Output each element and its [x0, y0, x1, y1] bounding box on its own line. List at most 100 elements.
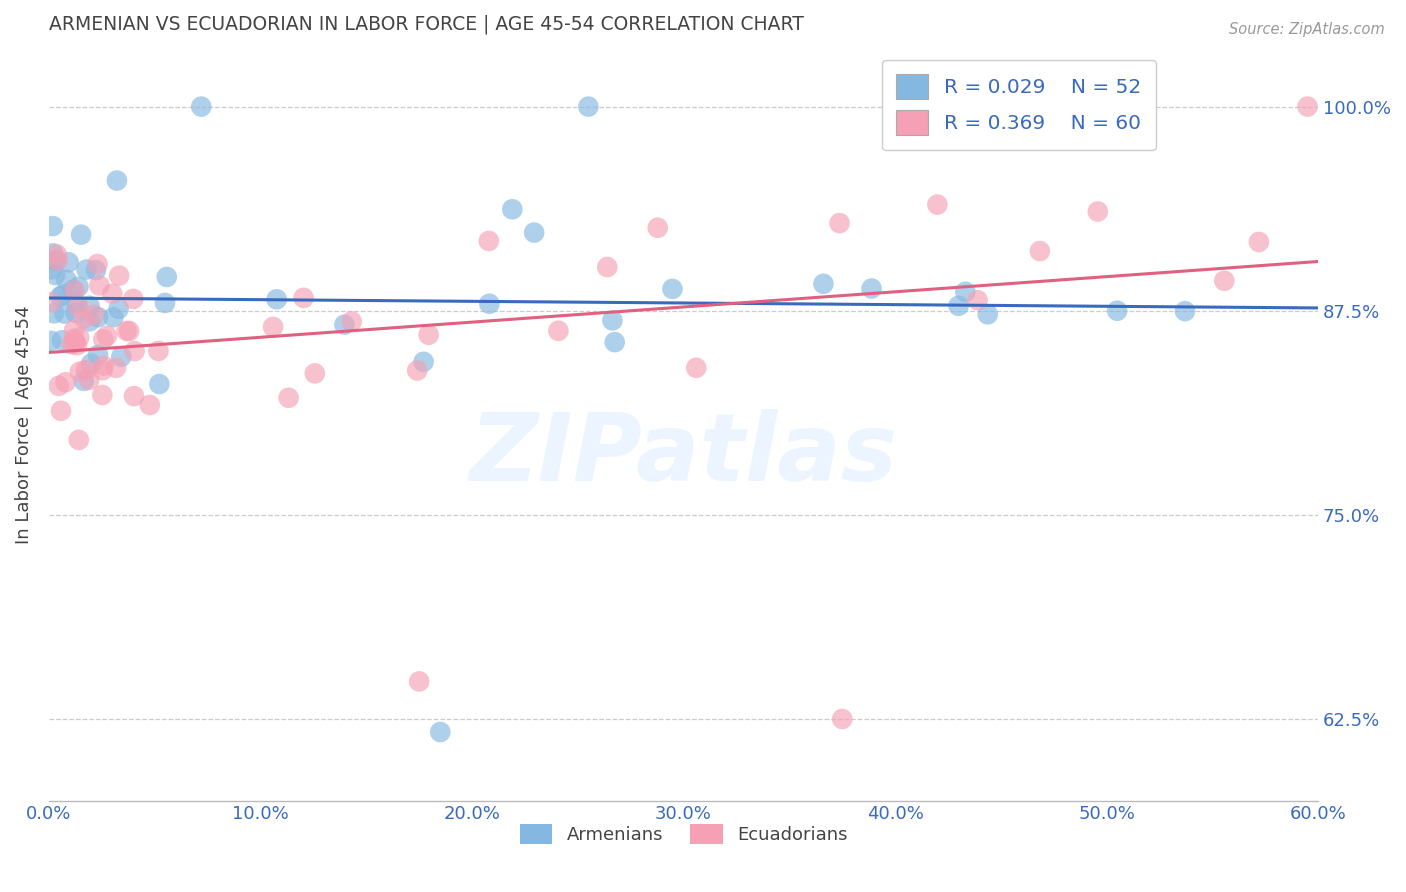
- Point: [340, 314, 363, 328]
- Point: [948, 299, 970, 313]
- Point: [333, 318, 356, 332]
- Point: [83, 308, 105, 322]
- Point: [860, 281, 883, 295]
- Point: [96, 329, 118, 343]
- Point: [63, 323, 86, 337]
- Point: [63, 335, 86, 350]
- Point: [124, 344, 146, 359]
- Point: [685, 360, 707, 375]
- Point: [69, 365, 91, 379]
- Point: [828, 216, 851, 230]
- Point: [292, 291, 315, 305]
- Point: [118, 324, 141, 338]
- Text: Source: ZipAtlas.com: Source: ZipAtlas.com: [1229, 22, 1385, 37]
- Point: [101, 286, 124, 301]
- Point: [66, 338, 89, 352]
- Point: [67, 279, 90, 293]
- Point: [266, 293, 288, 307]
- Point: [63, 332, 86, 346]
- Point: [1107, 303, 1129, 318]
- Point: [65, 296, 87, 310]
- Point: [304, 367, 326, 381]
- Point: [262, 319, 284, 334]
- Point: [105, 173, 128, 187]
- Point: [478, 297, 501, 311]
- Point: [190, 100, 212, 114]
- Point: [49, 404, 72, 418]
- Text: ZIPatlas: ZIPatlas: [470, 409, 897, 501]
- Point: [1213, 274, 1236, 288]
- Point: [86, 257, 108, 271]
- Point: [156, 270, 179, 285]
- Point: [79, 314, 101, 328]
- Point: [478, 234, 501, 248]
- Point: [927, 197, 949, 211]
- Point: [603, 335, 626, 350]
- Point: [67, 330, 90, 344]
- Point: [51, 334, 73, 348]
- Point: [48, 379, 70, 393]
- Point: [91, 332, 114, 346]
- Point: [44, 268, 66, 282]
- Point: [45, 247, 67, 261]
- Point: [602, 313, 624, 327]
- Point: [67, 300, 90, 314]
- Point: [110, 350, 132, 364]
- Point: [49, 289, 72, 303]
- Point: [501, 202, 523, 217]
- Point: [60, 337, 83, 351]
- Point: [89, 278, 111, 293]
- Point: [148, 377, 170, 392]
- Point: [52, 287, 75, 301]
- Point: [73, 311, 96, 326]
- Point: [62, 283, 84, 297]
- Point: [79, 299, 101, 313]
- Point: [412, 355, 434, 369]
- Point: [80, 357, 103, 371]
- Point: [42, 219, 65, 233]
- Point: [977, 307, 1000, 321]
- Point: [42, 306, 65, 320]
- Point: [831, 712, 853, 726]
- Point: [1087, 204, 1109, 219]
- Point: [55, 376, 77, 390]
- Point: [73, 374, 96, 388]
- Point: [108, 268, 131, 283]
- Point: [122, 292, 145, 306]
- Point: [75, 363, 97, 377]
- Point: [115, 324, 138, 338]
- Point: [55, 273, 77, 287]
- Point: [42, 246, 65, 260]
- Legend: R = 0.029    N = 52, R = 0.369    N = 60: R = 0.029 N = 52, R = 0.369 N = 60: [882, 60, 1156, 150]
- Point: [76, 262, 98, 277]
- Point: [1247, 235, 1270, 249]
- Point: [84, 263, 107, 277]
- Point: [596, 260, 619, 274]
- Point: [966, 293, 988, 308]
- Point: [139, 398, 162, 412]
- Point: [523, 226, 546, 240]
- Point: [63, 284, 86, 298]
- Point: [91, 363, 114, 377]
- Point: [153, 296, 176, 310]
- Point: [148, 343, 170, 358]
- Point: [103, 310, 125, 325]
- Y-axis label: In Labor Force | Age 45-54: In Labor Force | Age 45-54: [15, 306, 32, 544]
- Point: [58, 255, 80, 269]
- Point: [955, 285, 977, 299]
- Point: [547, 324, 569, 338]
- Point: [65, 306, 87, 320]
- Point: [70, 227, 93, 242]
- Point: [661, 282, 683, 296]
- Point: [105, 360, 128, 375]
- Point: [1296, 100, 1319, 114]
- Point: [122, 389, 145, 403]
- Point: [576, 100, 599, 114]
- Point: [813, 277, 835, 291]
- Point: [91, 388, 114, 402]
- Point: [408, 674, 430, 689]
- Point: [277, 391, 299, 405]
- Point: [41, 262, 63, 277]
- Point: [53, 307, 76, 321]
- Point: [107, 301, 129, 316]
